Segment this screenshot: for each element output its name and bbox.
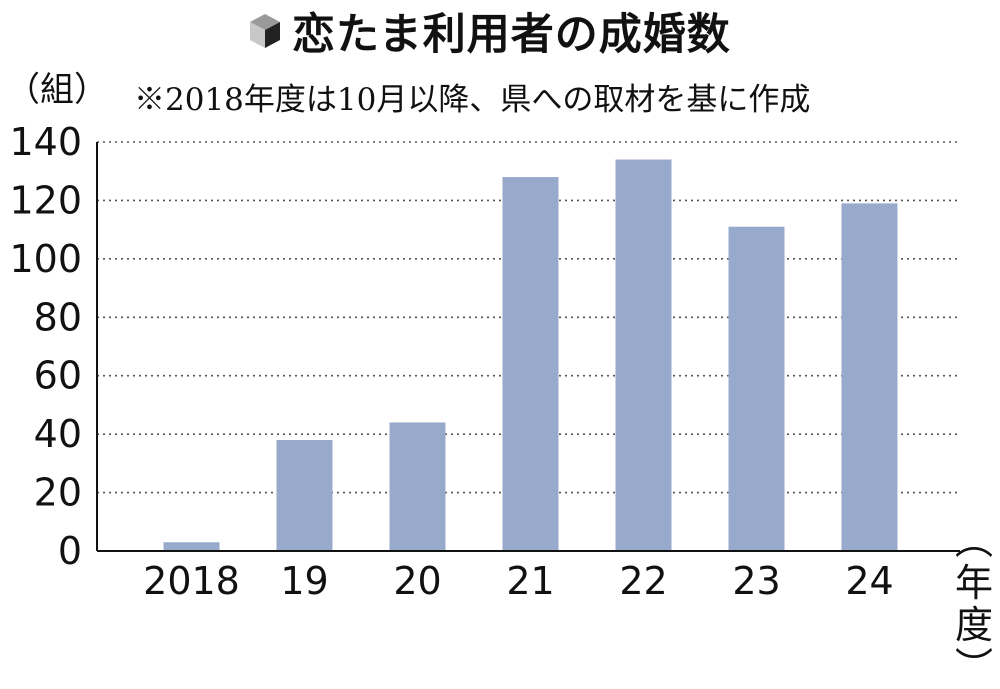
y-tick-label: 20 [34, 471, 82, 515]
x-tick-label: 24 [845, 559, 893, 603]
bar [163, 542, 220, 551]
bar [841, 203, 898, 551]
bar-chart: 0 20 40 60 80 100 120 140 2018 19 20 21 22 23 24 [9, 120, 960, 603]
bar [615, 159, 672, 551]
bars [163, 159, 898, 552]
x-tick-labels: 2018 19 20 21 22 23 24 [143, 559, 894, 603]
bar [502, 177, 559, 552]
bar [389, 422, 446, 551]
bar [276, 439, 333, 551]
x-tick-label: 21 [506, 559, 554, 603]
x-tick-label: 20 [393, 559, 441, 603]
y-tick-label: 100 [9, 237, 82, 281]
y-tick-label: 120 [9, 178, 82, 222]
x-tick-label: 22 [619, 559, 667, 603]
y-tick-label: 40 [34, 412, 82, 456]
chart-note: ※2018年度は10月以降、県への取材を基に作成 [134, 82, 811, 118]
y-tick-label: 140 [9, 120, 82, 164]
y-tick-labels: 0 20 40 60 80 100 120 140 [9, 120, 82, 573]
bar [728, 226, 785, 551]
x-tick-label: 23 [732, 559, 780, 603]
axes [96, 142, 960, 552]
cube-icon [250, 14, 280, 48]
y-tick-label: 80 [34, 295, 82, 339]
y-axis-unit: （組） [6, 70, 108, 110]
title-row: 恋たま利用者の成婚数 [248, 2, 731, 60]
x-tick-label: 2018 [143, 559, 240, 603]
y-tick-label: 0 [58, 529, 82, 573]
x-tick-label: 19 [280, 559, 328, 603]
chart-title: 恋たま利用者の成婚数 [292, 10, 731, 60]
y-tick-label: 60 [34, 354, 82, 398]
